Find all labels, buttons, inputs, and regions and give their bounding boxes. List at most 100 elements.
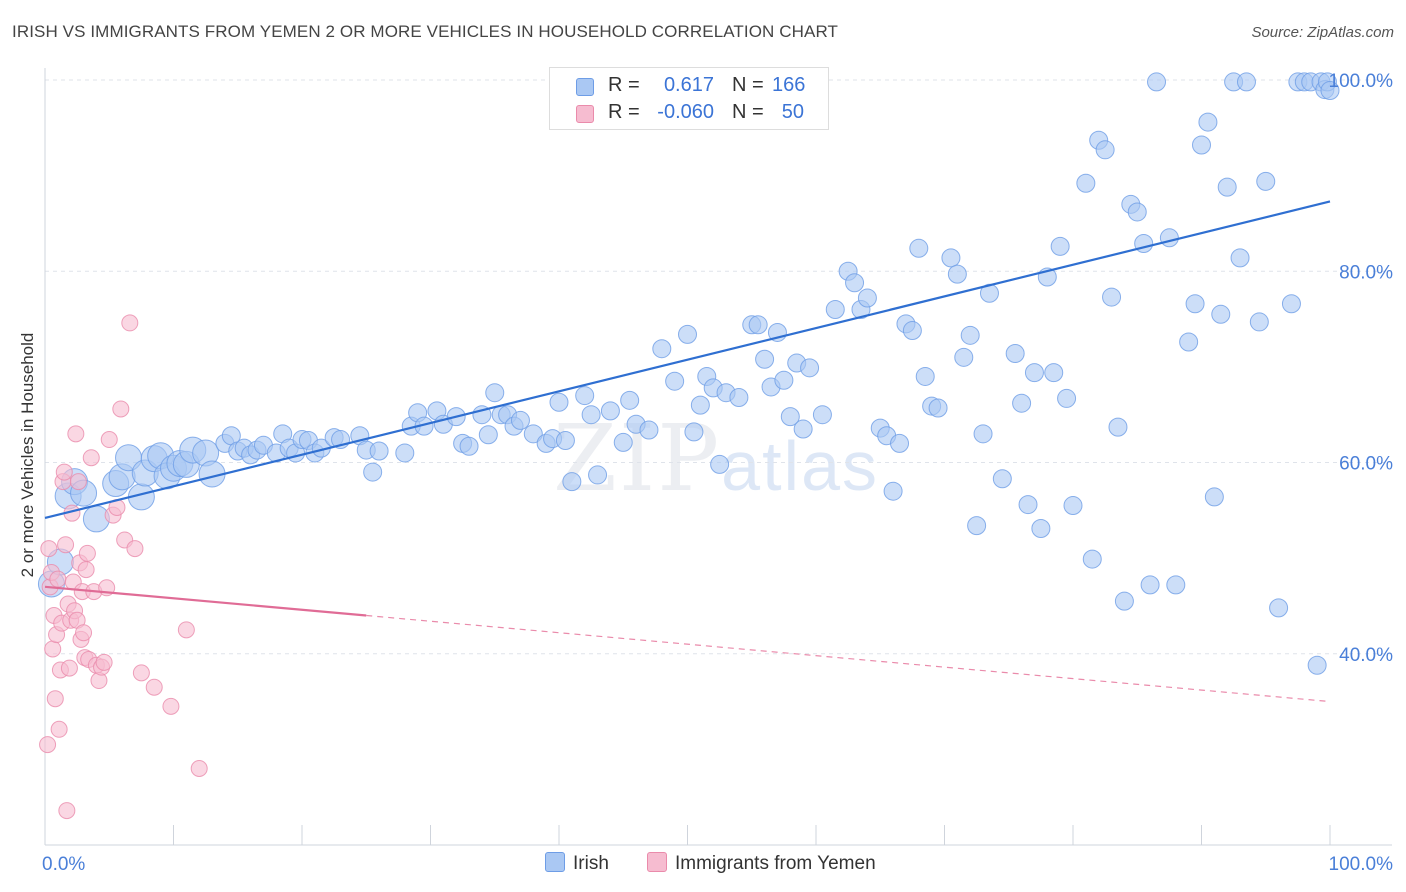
- irish-point: [812, 405, 832, 425]
- y-tick-label: 40.0%: [1339, 645, 1393, 666]
- irish-point: [1044, 363, 1064, 383]
- irish-point: [395, 443, 415, 463]
- irish-point: [1211, 304, 1231, 324]
- irish-point: [600, 401, 620, 421]
- irish-point: [800, 358, 820, 378]
- irish-point: [1140, 575, 1160, 595]
- irish-point: [1166, 575, 1186, 595]
- irish-trend-line: [44, 200, 1331, 520]
- legend-item-irish[interactable]: Irish: [545, 852, 609, 875]
- yemen-point: [40, 540, 58, 558]
- irish-point: [1108, 417, 1128, 437]
- yemen-point: [77, 561, 95, 579]
- x-tick-label: 0.0%: [42, 854, 85, 875]
- chart-title: IRISH VS IMMIGRANTS FROM YEMEN 2 OR MORE…: [12, 22, 838, 41]
- irish-point: [684, 422, 704, 442]
- irish-point: [665, 371, 685, 391]
- legend-swatch-yemen: [576, 105, 594, 123]
- yemen-point: [49, 570, 67, 588]
- legend-swatch-yemen: [647, 852, 667, 872]
- irish-point: [82, 505, 110, 533]
- yemen-point: [121, 314, 139, 332]
- irish-point: [909, 238, 929, 258]
- yemen-point: [126, 540, 144, 558]
- irish-point: [1198, 112, 1218, 132]
- irish-point: [523, 424, 543, 444]
- tick-labels: 40.0% 60.0% 80.0% 100.0% 0.0% 100.0%: [42, 71, 1393, 875]
- legend-r-label: R =: [608, 74, 640, 96]
- irish-point: [780, 407, 800, 427]
- irish-point: [478, 425, 498, 445]
- irish-point: [1057, 388, 1077, 408]
- yemen-point: [82, 449, 100, 467]
- irish-point: [1236, 72, 1256, 92]
- irish-point: [857, 288, 877, 308]
- irish-point: [890, 433, 910, 453]
- irish-point: [555, 431, 575, 451]
- x-tick-label: 100.0%: [1329, 854, 1394, 875]
- legend-n-label: N =: [732, 74, 764, 96]
- data-points: [37, 72, 1340, 820]
- yemen-point: [162, 697, 180, 715]
- legend-n-value: 166: [772, 74, 806, 96]
- yemen-point: [78, 544, 96, 562]
- yemen-point: [190, 760, 208, 777]
- irish-point: [1307, 655, 1327, 675]
- irish-point: [1076, 173, 1096, 193]
- irish-point: [928, 398, 948, 418]
- irish-point: [1249, 312, 1269, 332]
- irish-point: [1114, 591, 1134, 611]
- irish-point: [1031, 518, 1051, 538]
- irish-point: [613, 432, 633, 452]
- irish-point: [575, 386, 595, 406]
- irish-point: [549, 392, 569, 412]
- y-tick-label: 100.0%: [1329, 71, 1394, 92]
- trend-lines: [44, 200, 1331, 703]
- irish-point: [1012, 393, 1032, 413]
- legend-n-value: 50: [781, 101, 804, 123]
- source-credit: Source: ZipAtlas.com: [1251, 24, 1394, 41]
- irish-point: [1095, 140, 1115, 160]
- irish-point: [902, 321, 922, 341]
- irish-point: [620, 390, 640, 410]
- irish-point: [992, 469, 1012, 489]
- irish-point: [510, 410, 530, 430]
- irish-point: [652, 339, 672, 359]
- irish-point: [1185, 294, 1205, 314]
- irish-point: [1127, 202, 1147, 222]
- legend-swatch-irish: [545, 852, 565, 872]
- grid-lines: [45, 79, 1392, 655]
- irish-point: [1269, 598, 1289, 618]
- irish-point: [1204, 487, 1224, 507]
- yemen-point: [58, 802, 76, 820]
- legend-label-yemen: Immigrants from Yemen: [675, 853, 876, 874]
- yemen-point: [39, 736, 57, 754]
- yemen-point: [69, 473, 87, 491]
- legend-swatch-irish: [576, 78, 594, 96]
- irish-point: [941, 248, 961, 268]
- legend-n-label: N =: [732, 101, 764, 123]
- yemen-point: [57, 536, 75, 554]
- yemen-point: [60, 659, 78, 677]
- irish-point: [678, 324, 697, 344]
- y-tick-label: 60.0%: [1339, 454, 1393, 475]
- irish-point: [774, 370, 794, 390]
- irish-point: [710, 454, 730, 474]
- yemen-trend-extension: [366, 614, 1331, 703]
- irish-point: [1159, 228, 1179, 248]
- irish-point: [369, 441, 389, 461]
- legend-row-yemen: R = -0.060 N = 50: [550, 101, 828, 129]
- irish-point: [960, 325, 980, 345]
- legend-item-yemen[interactable]: Immigrants from Yemen: [647, 852, 876, 875]
- irish-point: [363, 462, 383, 482]
- irish-point: [1179, 332, 1199, 352]
- watermark-atlas: atlas: [721, 427, 880, 505]
- yemen-point: [145, 678, 163, 696]
- irish-point: [1018, 495, 1038, 515]
- irish-point: [1320, 81, 1340, 101]
- legend-row-irish: R = 0.617 N = 166: [550, 74, 828, 102]
- irish-point: [825, 300, 845, 319]
- yemen-point: [100, 431, 118, 449]
- irish-point: [1281, 294, 1301, 314]
- yemen-point: [46, 690, 64, 708]
